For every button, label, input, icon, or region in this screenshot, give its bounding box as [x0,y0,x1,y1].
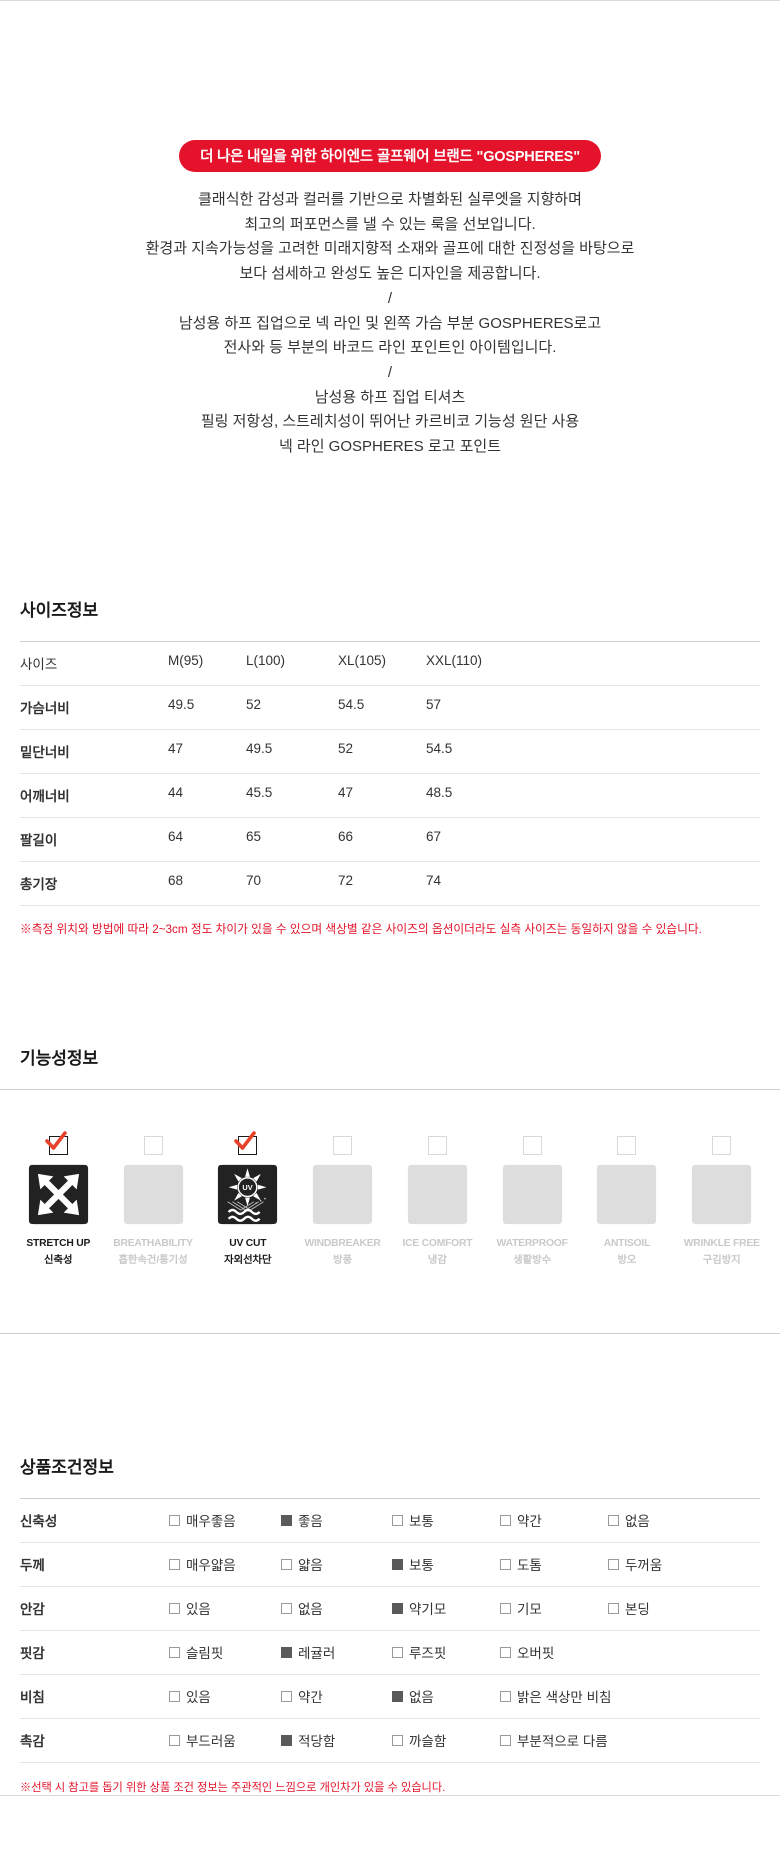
svg-text:UV: UV [243,1183,253,1192]
